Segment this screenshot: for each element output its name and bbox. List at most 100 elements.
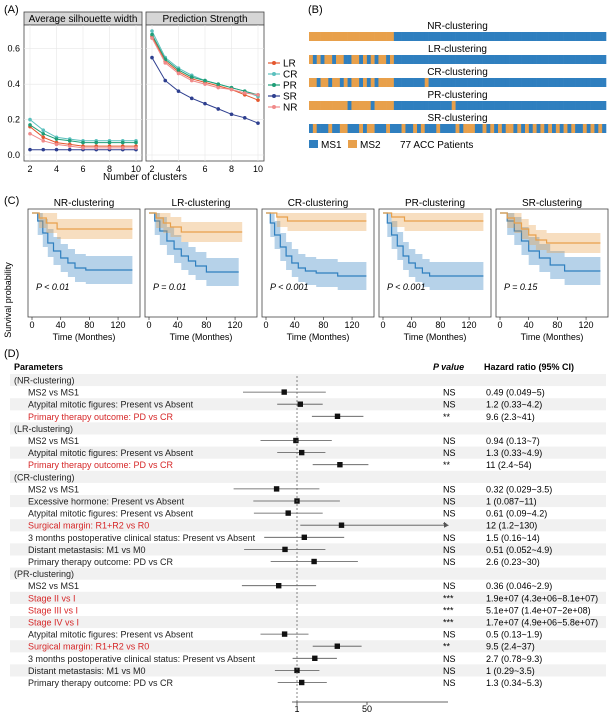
patient-cell xyxy=(559,32,564,41)
patient-cell xyxy=(555,124,561,133)
km-x-label: Time (Monthes) xyxy=(53,332,116,342)
hazard-ratio-point xyxy=(281,389,287,395)
patient-cell xyxy=(567,101,572,110)
patient-cell xyxy=(424,124,429,133)
patient-cell xyxy=(579,55,584,64)
patient-cell xyxy=(559,124,564,133)
patient-cell xyxy=(351,55,356,64)
patient-cell xyxy=(552,32,557,41)
patient-cell xyxy=(555,101,561,110)
survival-title: PR-clustering xyxy=(405,198,465,209)
hazard-ratio-header: Hazard ratio (95% CI) xyxy=(484,362,574,372)
hazard-ratio-point xyxy=(285,510,291,516)
patient-cell xyxy=(409,124,414,133)
km-x-tick-label: 120 xyxy=(228,320,243,330)
patient-cell xyxy=(467,124,472,133)
patient-cell xyxy=(370,78,375,87)
patient-cell xyxy=(455,78,460,87)
patient-cell xyxy=(571,55,576,64)
patient-cell xyxy=(525,101,530,110)
x-tick-label: 10 xyxy=(253,164,263,174)
patient-cell xyxy=(366,78,372,87)
patient-cell xyxy=(598,101,603,110)
patient-cell xyxy=(336,55,341,64)
km-x-tick-label: 0 xyxy=(146,320,151,330)
patient-cell xyxy=(509,32,514,41)
patient-cell xyxy=(366,32,372,41)
x-tick-label: 2 xyxy=(149,164,154,174)
silhouette-point-nr xyxy=(41,139,46,143)
patient-cell xyxy=(579,101,584,110)
patient-cell xyxy=(328,124,333,133)
patient-cell xyxy=(467,55,472,64)
hazard-ratio-cell: 0.32 (0.029~3.5) xyxy=(486,484,552,494)
patient-cell xyxy=(532,55,537,64)
x-tick-label: 6 xyxy=(80,164,85,174)
patient-cell xyxy=(328,101,333,110)
row-stripe xyxy=(10,374,606,387)
patient-cell xyxy=(540,101,545,110)
ci-arrow xyxy=(444,522,449,528)
patient-cell xyxy=(363,55,368,64)
patient-cell xyxy=(363,78,368,87)
patient-cell xyxy=(397,124,402,133)
silhouette-point-pr xyxy=(81,140,85,145)
km-x-tick-label: 120 xyxy=(462,320,477,330)
forest-rows: (NR-clustering) MS2 vs MS1 NS 0.49 (0.049~5… xyxy=(10,374,606,688)
patient-cell xyxy=(498,55,503,64)
survival-curve-ms2 xyxy=(383,212,484,222)
patient-cell xyxy=(370,124,375,133)
patient-cell xyxy=(478,55,483,64)
hazard-ratio-cell: 1.5 (0.16~14) xyxy=(486,533,540,543)
patient-cell xyxy=(548,124,553,133)
forest-tick-label-1: 1 xyxy=(294,704,299,712)
patient-cell xyxy=(471,32,476,41)
prediction-point-pr xyxy=(189,75,194,79)
patient-cell xyxy=(575,55,580,64)
p-value-cell: NS xyxy=(443,581,456,591)
patient-cell xyxy=(602,32,607,41)
silhouette-point-pr xyxy=(107,140,112,145)
patient-cell xyxy=(513,55,518,64)
patient-cell xyxy=(386,55,391,64)
patient-cell xyxy=(459,55,464,64)
patient-cell xyxy=(474,32,480,41)
patient-cell xyxy=(339,32,345,41)
patient-cell xyxy=(312,32,318,41)
group-label: (NR-clustering) xyxy=(14,376,75,386)
prediction-point-sr xyxy=(163,78,168,83)
patient-cell xyxy=(320,32,325,41)
patient-cell xyxy=(559,101,564,110)
patient-cell xyxy=(478,78,483,87)
patient-cell xyxy=(571,32,576,41)
patient-cell xyxy=(424,101,429,110)
patient-cell xyxy=(447,124,453,133)
patient-cell xyxy=(355,101,360,110)
parameter-label: MS2 vs MS1 xyxy=(28,581,79,591)
patient-cell xyxy=(339,55,345,64)
patient-cell xyxy=(347,78,352,87)
parameter-label: Excessive hormone: Present vs Absent xyxy=(28,497,185,507)
patient-cell xyxy=(359,78,364,87)
parameter-label: Surgical margin: R1+R2 vs R0 xyxy=(28,642,149,652)
patient-cell xyxy=(378,101,383,110)
silhouette-point-pr xyxy=(134,140,138,145)
hazard-ratio-cell: 9.5 (2.4~37) xyxy=(486,642,535,652)
patient-cell xyxy=(509,55,514,64)
patient-cell xyxy=(432,101,437,110)
patient-cell xyxy=(347,101,352,110)
km-x-tick-label: 80 xyxy=(552,320,562,330)
hazard-ratio-point xyxy=(276,583,282,589)
panel-label-c: (C) xyxy=(4,195,19,207)
patient-cell xyxy=(455,124,460,133)
hazard-ratio-cell: 1 (0.087~11) xyxy=(486,497,537,507)
patient-cell xyxy=(501,101,507,110)
p-value-cell: NS xyxy=(443,448,456,458)
prediction-point-sr xyxy=(229,112,234,117)
hazard-ratio-point xyxy=(312,655,318,661)
patient-cell xyxy=(471,55,476,64)
silhouette-point-pr xyxy=(94,140,99,145)
x-tick-label: 10 xyxy=(131,164,141,174)
hazard-ratio-cell: 1.3 (0.33~4.9) xyxy=(486,448,542,458)
